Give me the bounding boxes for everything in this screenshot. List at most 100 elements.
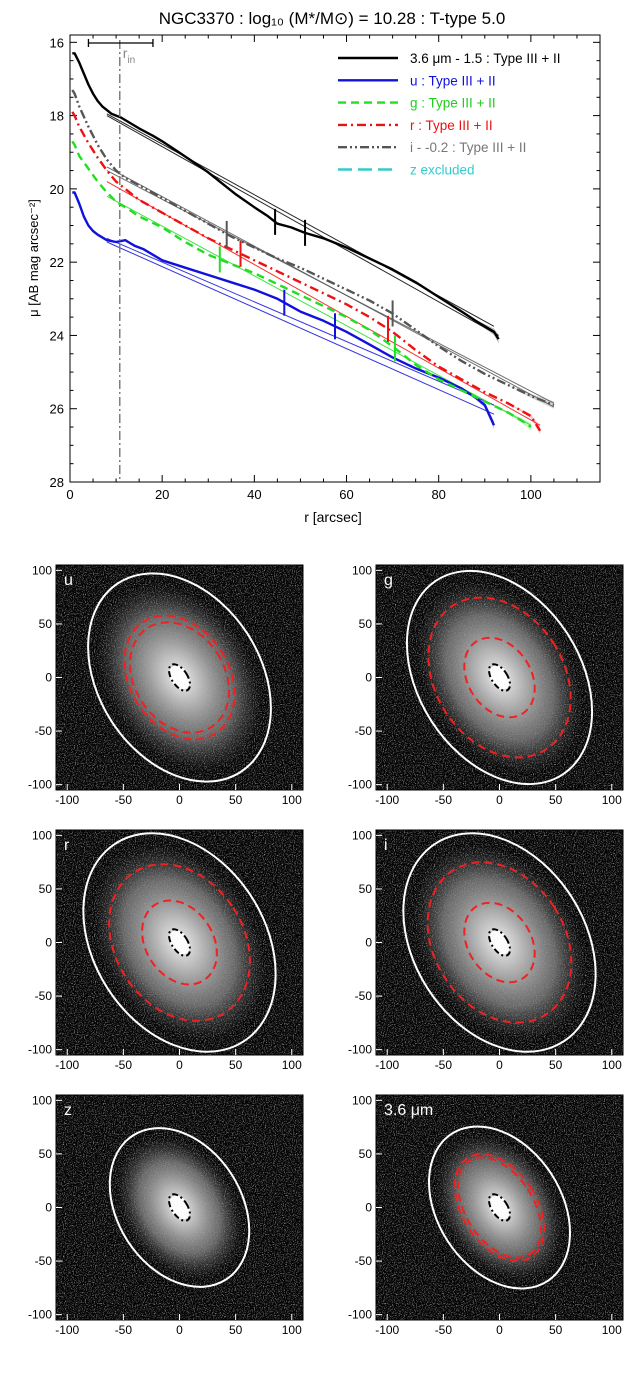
break-ellipse [463, 901, 536, 984]
panel-y-tick-label: 50 [359, 882, 373, 896]
panel-x-tick-label: -50 [435, 1058, 453, 1072]
inner-ellipse [168, 663, 191, 692]
panel-y-tick-label: -50 [355, 989, 373, 1003]
r-in-annotation: rin [87, 39, 154, 482]
break-ellipse [123, 614, 236, 741]
outer-ellipse [108, 1127, 251, 1288]
panel-x-tick-label: 0 [496, 1323, 503, 1337]
inner-ellipse [488, 663, 511, 692]
panel-x-tick-label: -50 [435, 1323, 453, 1337]
image-panel: z -100-100 -50 -50 0 0 50 50 100 100 [28, 1093, 304, 1337]
panel-y-tick-label: 50 [359, 617, 373, 631]
panel-y-tick-label: 50 [39, 617, 53, 631]
panel-x-tick-label: 0 [176, 1058, 183, 1072]
x-tick-label: 60 [339, 487, 353, 502]
panel-y-tick-label: -100 [348, 1043, 372, 1057]
inner-ellipse [488, 928, 511, 957]
panel-y-tick-label: -50 [35, 989, 53, 1003]
error-band [507, 403, 541, 435]
panel-x-tick-label: -50 [435, 793, 453, 807]
panel-x-tick-label: 100 [602, 1323, 622, 1337]
panel-y-tick-label: 0 [365, 671, 372, 685]
panel-x-tick-label: 100 [282, 793, 302, 807]
band-label: r [64, 837, 70, 854]
outer-ellipse [427, 1125, 572, 1290]
chart-title: NGC3370 : log₁₀ (M*/M⊙) = 10.28 : T-type… [159, 9, 506, 28]
panel-x-tick-label: -100 [375, 1058, 399, 1072]
panel-x-tick-label: 0 [496, 793, 503, 807]
r-in-label: rin [123, 45, 135, 66]
image-panel: g -100-100 -50 -50 0 0 50 50 100 100 [348, 563, 624, 807]
y-tick-label: 24 [50, 328, 64, 343]
panel-x-tick-label: 0 [176, 1323, 183, 1337]
break-ellipse [141, 899, 218, 986]
panel-x-tick-label: 100 [602, 793, 622, 807]
break-ellipse [427, 596, 572, 759]
panel-x-tick-label: 50 [549, 1323, 563, 1337]
fit-line [106, 170, 555, 404]
panel-y-tick-label: 100 [352, 828, 372, 842]
series-line [71, 140, 532, 428]
y-tick-label: 20 [50, 182, 64, 197]
panel-y-tick-label: 100 [352, 563, 372, 577]
panel-y-tick-label: -100 [28, 1308, 52, 1322]
y-tick-label: 16 [50, 35, 64, 50]
panel-x-tick-label: -100 [375, 1323, 399, 1337]
series-line [72, 52, 500, 340]
outer-ellipse [402, 832, 597, 1053]
series-line [71, 89, 555, 407]
legend-label: z excluded [410, 163, 475, 178]
panel-x-tick-label: 100 [282, 1058, 302, 1072]
panel-y-tick-label: -100 [28, 1043, 52, 1057]
panel-x-tick-label: -50 [115, 1058, 133, 1072]
band-label: i [384, 837, 388, 854]
panel-y-tick-label: -100 [28, 778, 52, 792]
image-panel: 3.6 μm -100-100 -50 -50 0 0 50 50 100 100 [348, 1093, 624, 1337]
panel-x-tick-label: 50 [229, 1058, 243, 1072]
outer-ellipse [87, 572, 272, 783]
x-tick-label: 100 [520, 487, 542, 502]
band-label: 3.6 μm [384, 1102, 433, 1119]
panel-y-tick-label: 100 [352, 1093, 372, 1107]
image-panel: u -100-100 -50 -50 0 0 50 50 100 100 [28, 563, 304, 807]
fit-line [106, 237, 495, 406]
outer-ellipse [405, 569, 594, 786]
error-band [507, 384, 554, 409]
panel-y-tick-label: -50 [35, 724, 53, 738]
image-panel: r -100-100 -50 -50 0 0 50 50 100 100 [28, 828, 304, 1072]
panel-x-tick-label: 50 [549, 1058, 563, 1072]
panel-y-tick-label: 50 [359, 1147, 373, 1161]
error-band [461, 311, 499, 344]
x-tick-label: 80 [431, 487, 445, 502]
break-ellipse [453, 1153, 546, 1262]
y-tick-label: 26 [50, 402, 64, 417]
panel-x-tick-label: -100 [55, 1058, 79, 1072]
legend-label: r : Type III + II [410, 118, 493, 133]
panel-x-tick-label: -100 [375, 793, 399, 807]
panel-x-tick-label: -50 [115, 793, 133, 807]
y-axis-label: μ [AB mag arcsec⁻²] [26, 199, 41, 317]
panel-y-tick-label: 50 [39, 882, 53, 896]
y-tick-label: 28 [50, 475, 64, 490]
inner-ellipse [168, 1193, 191, 1222]
panel-x-tick-label: 50 [229, 793, 243, 807]
panel-x-tick-label: 50 [229, 1323, 243, 1337]
break-ellipse [108, 863, 251, 1022]
y-tick-label: 22 [50, 255, 64, 270]
image-panels: u-100-100-50-50005050100100g-100-100-50-… [28, 563, 624, 1337]
panel-y-tick-label: 100 [32, 563, 52, 577]
panel-y-tick-label: -50 [355, 1254, 373, 1268]
y-tick-label: 18 [50, 109, 64, 124]
legend-label: 3.6 μm - 1.5 : Type III + II [410, 51, 560, 66]
legend: 3.6 μm - 1.5 : Type III + II u : Type III… [338, 51, 560, 178]
series-line [72, 191, 496, 426]
panel-y-tick-label: 0 [45, 671, 52, 685]
band-label: z [64, 1102, 72, 1119]
panel-x-tick-label: 0 [496, 1058, 503, 1072]
legend-label: u : Type III + II [410, 73, 496, 88]
profile-fit-lines [106, 113, 555, 426]
panel-y-tick-label: -50 [35, 1254, 53, 1268]
image-panel: i -100-100 -50 -50 0 0 50 50 100 100 [348, 828, 624, 1072]
inner-ellipse [168, 928, 191, 957]
outer-ellipse [82, 832, 277, 1053]
